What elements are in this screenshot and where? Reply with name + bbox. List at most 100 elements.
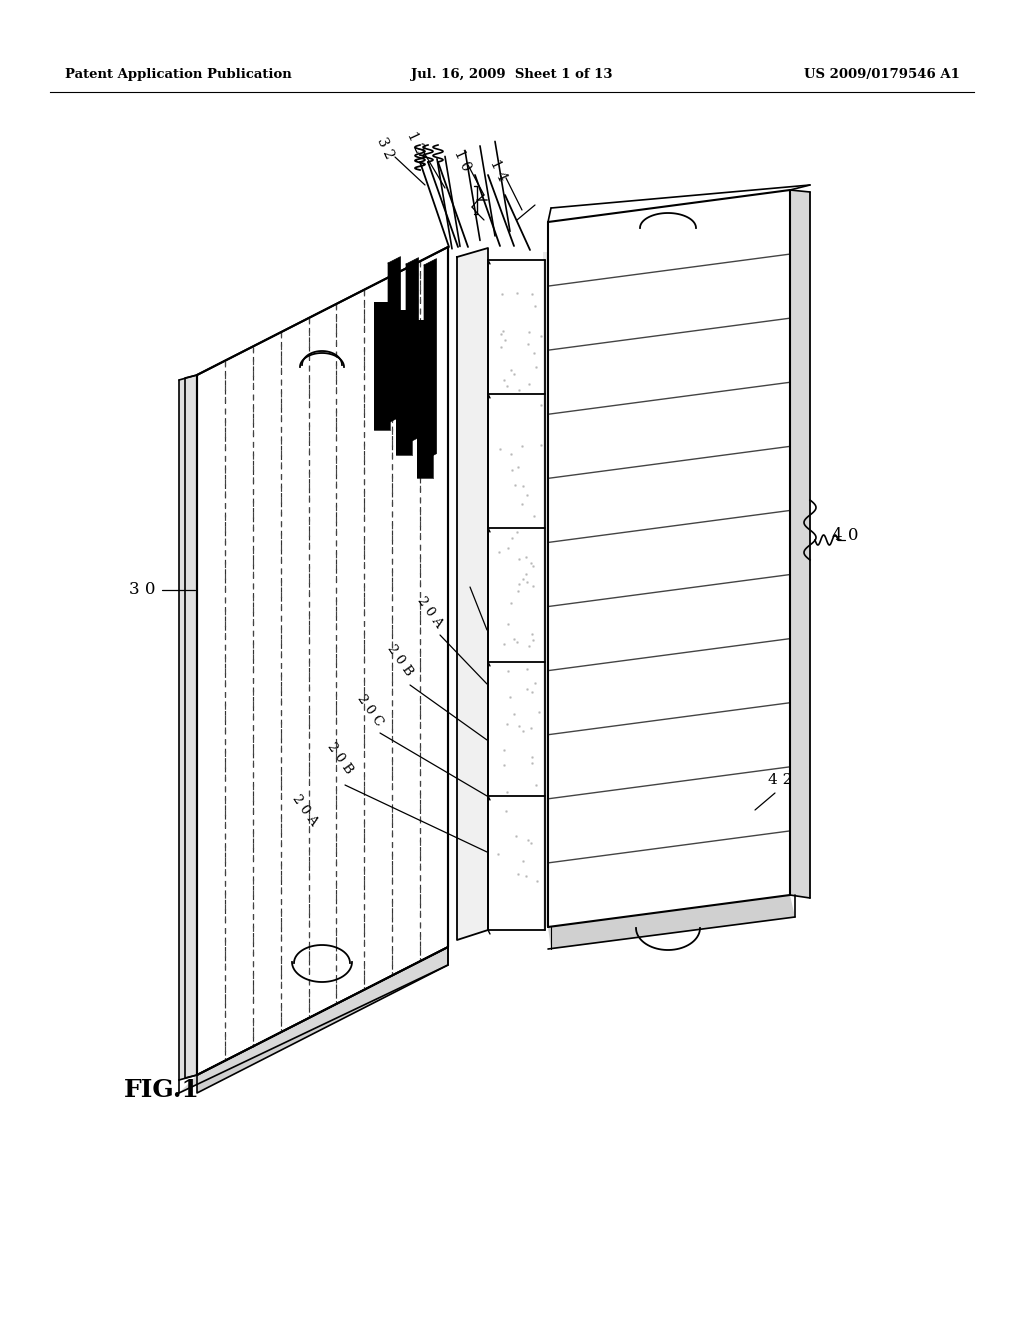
Point — [526, 296, 543, 317]
Point — [521, 636, 538, 657]
Point — [526, 343, 543, 364]
Point — [503, 593, 519, 614]
Polygon shape — [457, 248, 488, 940]
Point — [500, 537, 516, 558]
Point — [532, 434, 549, 455]
Point — [500, 612, 516, 634]
Point — [526, 506, 543, 527]
Point — [511, 379, 527, 400]
Text: 1 0: 1 0 — [451, 147, 473, 173]
Point — [510, 579, 526, 601]
Point — [497, 329, 513, 350]
Point — [506, 628, 522, 649]
Point — [529, 870, 546, 891]
Point — [517, 866, 534, 887]
Polygon shape — [396, 310, 412, 455]
Point — [523, 833, 540, 854]
Point — [524, 630, 541, 651]
Point — [493, 337, 509, 358]
Point — [504, 459, 520, 480]
Point — [523, 717, 540, 738]
Point — [506, 364, 522, 385]
Text: 3 0: 3 0 — [129, 582, 156, 598]
Polygon shape — [790, 190, 810, 898]
Point — [507, 474, 523, 495]
Point — [500, 660, 516, 681]
Point — [520, 829, 537, 850]
Point — [519, 572, 536, 593]
Point — [510, 863, 526, 884]
Point — [506, 704, 522, 725]
Point — [524, 681, 541, 702]
Point — [519, 484, 536, 506]
Polygon shape — [417, 319, 433, 478]
Point — [514, 494, 530, 515]
Point — [490, 843, 507, 865]
Point — [502, 686, 518, 708]
Point — [515, 569, 531, 590]
Point — [518, 564, 535, 585]
Point — [499, 375, 515, 396]
Polygon shape — [179, 946, 449, 1093]
Point — [509, 521, 525, 543]
Text: FIG.1: FIG.1 — [124, 1078, 200, 1102]
Point — [520, 374, 537, 395]
Point — [509, 631, 525, 652]
Point — [527, 356, 544, 378]
Point — [492, 541, 508, 562]
Point — [524, 752, 541, 774]
Point — [519, 659, 536, 680]
Point — [520, 322, 537, 343]
Text: 2 0 B: 2 0 B — [325, 741, 355, 776]
Point — [503, 359, 519, 380]
Polygon shape — [548, 895, 795, 949]
Point — [493, 323, 509, 345]
Polygon shape — [388, 256, 400, 422]
Point — [499, 714, 515, 735]
Polygon shape — [197, 247, 449, 1074]
Text: US 2009/0179546 A1: US 2009/0179546 A1 — [804, 69, 961, 81]
Point — [522, 552, 539, 573]
Point — [494, 284, 510, 305]
Text: 2 0 C: 2 0 C — [354, 692, 385, 729]
Point — [526, 672, 543, 693]
Polygon shape — [406, 257, 419, 444]
Text: 3 2: 3 2 — [374, 135, 396, 161]
Text: 1 4: 1 4 — [487, 157, 509, 183]
Point — [509, 282, 525, 304]
Point — [520, 334, 537, 355]
Polygon shape — [424, 259, 436, 459]
Point — [492, 438, 508, 459]
Point — [532, 395, 549, 416]
Point — [524, 556, 541, 577]
Text: 4 2: 4 2 — [768, 774, 793, 787]
Point — [498, 800, 514, 821]
Text: 2 0 A: 2 0 A — [415, 594, 445, 630]
Point — [511, 574, 527, 595]
Point — [514, 475, 530, 496]
Point — [530, 701, 547, 722]
Point — [514, 436, 530, 457]
Point — [514, 721, 530, 742]
Text: 2 0 A: 2 0 A — [290, 792, 321, 828]
Point — [524, 746, 541, 767]
Polygon shape — [179, 375, 197, 1080]
Point — [519, 678, 536, 700]
Point — [496, 739, 512, 760]
Point — [525, 576, 542, 597]
Text: 2 0 B: 2 0 B — [385, 642, 416, 678]
Polygon shape — [197, 247, 449, 1074]
Point — [518, 546, 535, 568]
Point — [496, 755, 512, 776]
Point — [503, 444, 519, 465]
Polygon shape — [374, 302, 390, 430]
Polygon shape — [185, 375, 197, 1078]
Point — [496, 634, 512, 655]
Point — [509, 457, 525, 478]
Point — [510, 548, 526, 569]
Polygon shape — [543, 252, 548, 931]
Point — [508, 825, 524, 846]
Point — [524, 284, 541, 305]
Polygon shape — [548, 190, 790, 927]
Point — [532, 325, 549, 346]
